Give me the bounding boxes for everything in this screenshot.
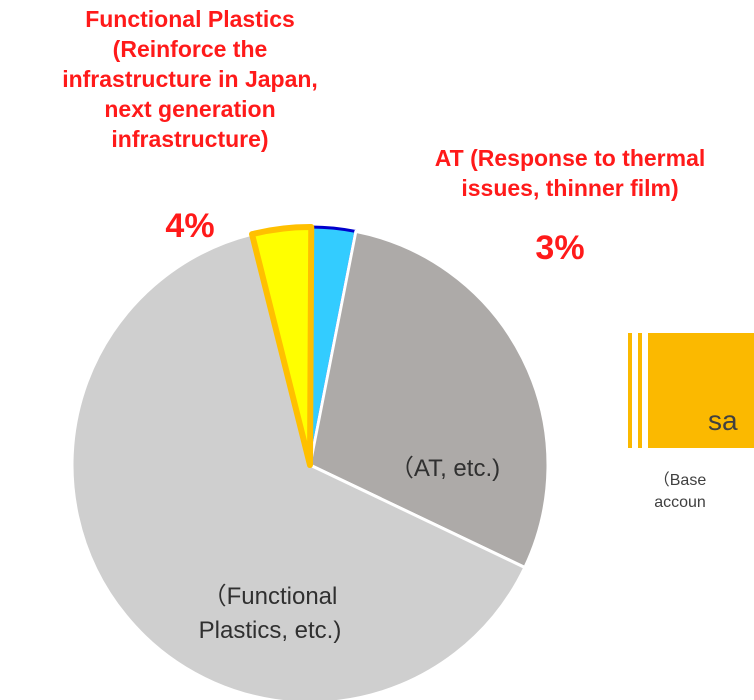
legend-word: sa [708,405,738,436]
legend-badge: sa [628,333,754,448]
pie-slice-2 [308,229,550,569]
legend-note: （Base accoun [653,472,707,511]
legend-stripe [638,333,642,448]
at-percent: 3% [535,229,585,267]
pie-slice-3 [70,232,527,700]
legend-fill [648,333,754,448]
legend-stripe [628,333,632,448]
at-callout: AT (Response to thermal issues, thinner f… [434,145,706,201]
functional-plastics-percent: 4% [165,207,215,245]
slice-label-at-etc: （AT, etc.) [389,455,501,482]
functional-plastics-callout: Functional Plastics (Reinforce the infrast… [62,6,318,152]
pie-slice-4 [249,224,315,468]
slice-label-functional-plastics-etc: （Functional Plastics, etc.) [198,583,342,644]
